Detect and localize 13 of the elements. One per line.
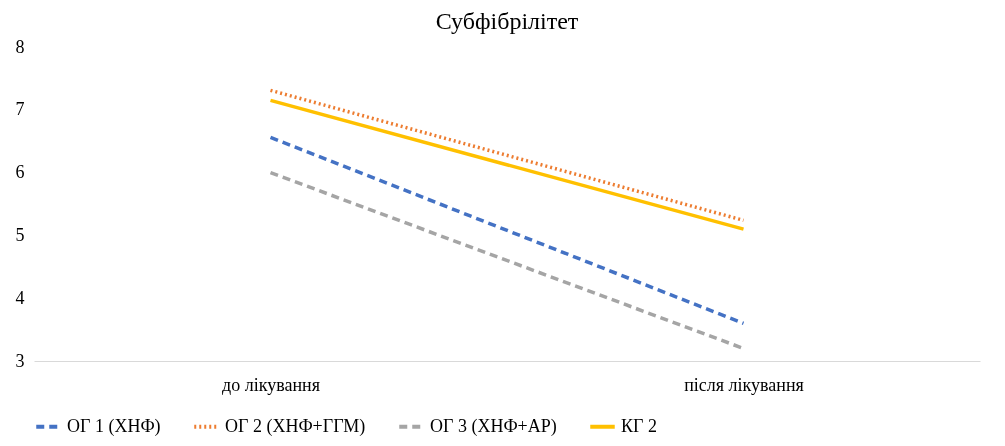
y-tick-label: 3 xyxy=(15,350,25,371)
y-tick-label: 4 xyxy=(15,287,25,308)
y-tick-label: 8 xyxy=(15,36,25,57)
legend-label: ОГ 1 (ХНФ) xyxy=(67,415,161,437)
legend-label: ОГ 2 (ХНФ+ГГМ) xyxy=(225,415,366,437)
legend-label: ОГ 3 (ХНФ+АР) xyxy=(430,415,557,437)
y-tick-label: 5 xyxy=(15,224,25,245)
x-tick-label: до лікування xyxy=(222,374,320,395)
legend-label: КГ 2 xyxy=(621,415,657,436)
chart-title: Субфібрілітет xyxy=(435,8,579,34)
y-tick-label: 7 xyxy=(15,99,25,120)
y-tick-label: 6 xyxy=(15,162,25,183)
x-tick-label: після лікування xyxy=(684,374,804,395)
